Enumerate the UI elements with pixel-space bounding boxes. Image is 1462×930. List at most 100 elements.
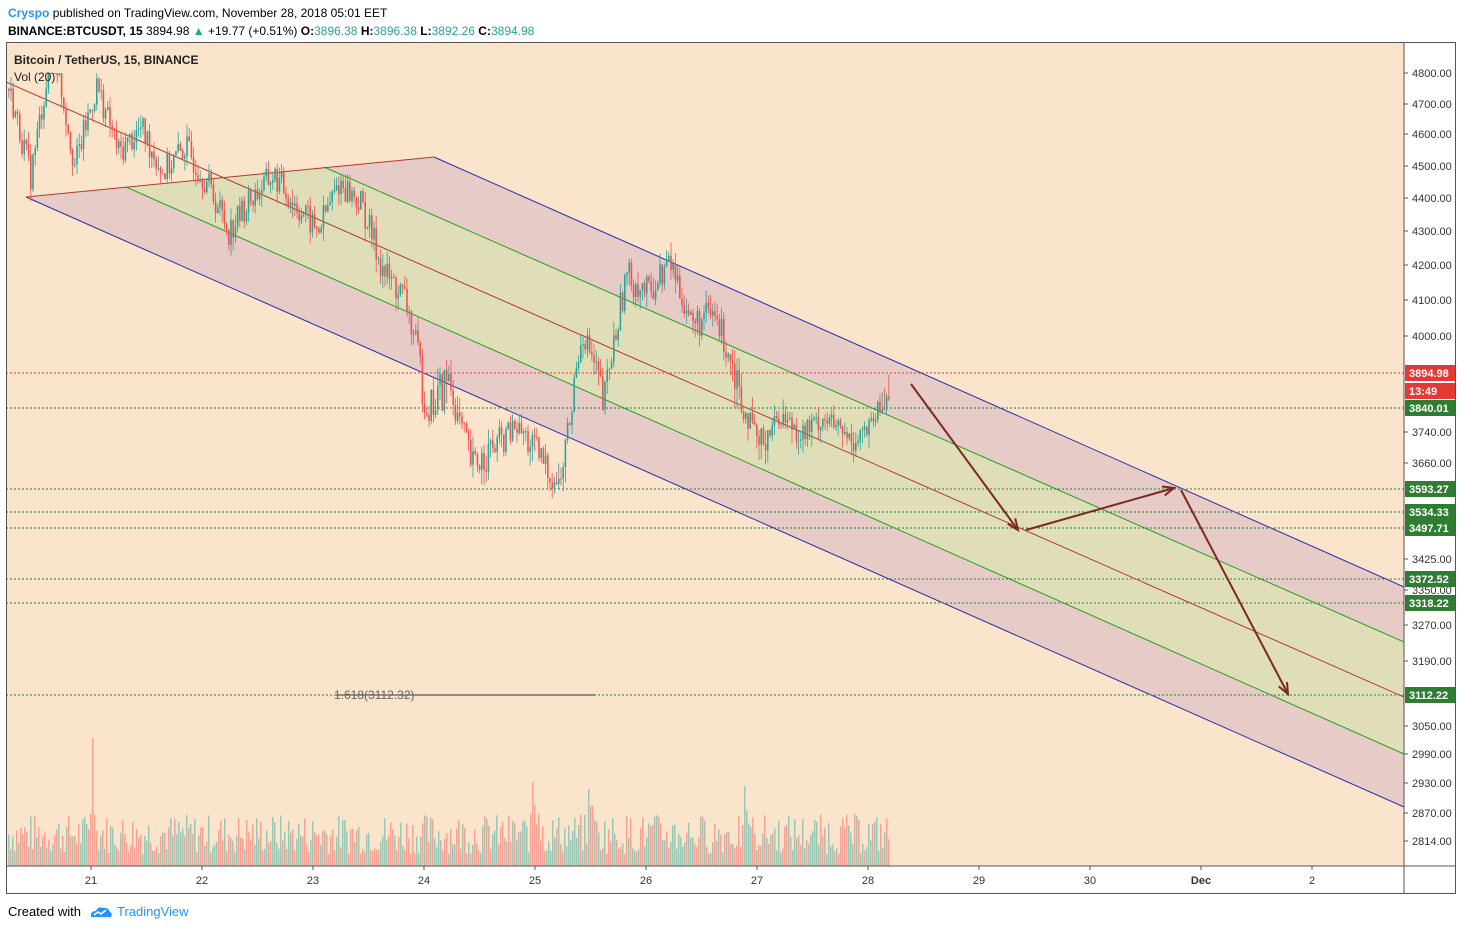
candle-body [516, 428, 518, 433]
candle-body [415, 330, 417, 335]
volume-bar [882, 848, 884, 866]
volume-bar [730, 844, 732, 866]
volume-bar [380, 841, 382, 866]
volume-bar [296, 838, 298, 866]
author-name[interactable]: Cryspo [8, 6, 50, 20]
candle-body [661, 264, 663, 285]
tradingview-cloud-icon [90, 906, 112, 917]
volume-bar [530, 814, 532, 866]
volume-bar [456, 828, 458, 866]
candle-body [582, 343, 584, 346]
candle-body [129, 133, 131, 138]
volume-bar [578, 824, 580, 866]
price-chart-svg[interactable]: 1.618(3112.32) 4800.00 4700.00 4600.00 4500.… [5, 42, 1456, 894]
candle-body [120, 141, 122, 147]
candle-body [287, 198, 289, 206]
price-axis-badge-label: 13:49 [1409, 386, 1437, 398]
volume-bar [588, 789, 590, 866]
candle-body [580, 345, 582, 363]
volume-bar [264, 848, 266, 866]
volume-bar [340, 847, 342, 866]
volume-bar [22, 834, 24, 866]
change-arrow-icon: ▲ [192, 24, 205, 38]
candle-body [806, 420, 809, 440]
candle-body [76, 145, 78, 165]
volume-bar [198, 835, 200, 866]
candle-body [507, 422, 509, 430]
volume-bar [8, 834, 10, 866]
volume-bar [818, 844, 820, 866]
price-tick-label: 4400.00 [1412, 193, 1452, 205]
volume-bar [672, 825, 674, 866]
channel-lower-line [25, 196, 1405, 808]
candle-body [250, 190, 252, 202]
chart-area[interactable]: 1.618(3112.32) 4800.00 4700.00 4600.00 4500.… [5, 42, 1456, 894]
volume-bar [30, 816, 32, 866]
candle-body [291, 202, 294, 206]
tradingview-link[interactable]: TradingView [89, 904, 189, 919]
volume-bar [542, 826, 544, 866]
volume-bar [320, 844, 322, 866]
candle-body [276, 168, 278, 192]
candle-body [635, 284, 637, 297]
candle-body [885, 396, 888, 410]
volume-bar [322, 831, 324, 866]
candle-body [377, 258, 380, 260]
volume-bar [256, 818, 258, 866]
volume-bar [204, 845, 206, 866]
candle-body [511, 420, 514, 441]
volume-bar [98, 850, 100, 866]
volume-bar [208, 815, 210, 866]
candle-body [679, 275, 681, 299]
last-price: 3894.98 [146, 24, 190, 38]
candle-body [800, 439, 802, 441]
volume-bar [620, 846, 622, 866]
volume-bar [262, 850, 264, 866]
volume-bar [390, 822, 392, 866]
volume-bar [170, 817, 172, 866]
candle-body [175, 151, 177, 156]
candle-body [10, 88, 12, 91]
volume-bar [360, 853, 362, 866]
candle-body [536, 436, 538, 438]
volume-bar [752, 817, 754, 866]
candle-body [58, 73, 61, 76]
volume-bar [630, 819, 632, 866]
volume-bar [212, 846, 214, 866]
price-tick-label: 2814.00 [1412, 836, 1452, 848]
candle-body [164, 173, 166, 180]
candle-body [69, 133, 72, 151]
volume-bar [156, 846, 158, 866]
ohlc-line: BINANCE:BTCUSDT, 15 3894.98 ▲ +19.77 (+0… [8, 22, 534, 40]
candle-body [186, 136, 188, 157]
volume-bar [662, 840, 664, 866]
candle-body [151, 151, 153, 158]
candle-body [320, 227, 322, 233]
price-tick-label: 4200.00 [1412, 260, 1452, 272]
volume-bar [178, 822, 180, 866]
volume-bar [138, 837, 140, 866]
candle-body [489, 440, 492, 444]
time-axis-background [6, 866, 1404, 894]
volume-bar [232, 840, 234, 866]
candle-body [54, 73, 56, 74]
volume-bar [364, 851, 366, 866]
candle-body [192, 157, 195, 173]
volume-bar [796, 838, 798, 866]
volume-bar [600, 850, 602, 866]
candle-body [366, 227, 369, 229]
volume-bar [436, 847, 438, 866]
volume-bar [866, 847, 868, 866]
volume-bar [186, 815, 188, 866]
volume-bar [562, 851, 564, 866]
volume-bar [512, 820, 514, 866]
volume-bar [712, 842, 714, 866]
candle-body [632, 285, 635, 297]
candle-body [681, 298, 683, 306]
volume-bar [394, 835, 396, 866]
volume-bar [514, 823, 516, 866]
candle-body [830, 414, 833, 418]
volume-bar [568, 825, 570, 866]
candle-body [740, 386, 743, 412]
candle-body [146, 131, 149, 143]
